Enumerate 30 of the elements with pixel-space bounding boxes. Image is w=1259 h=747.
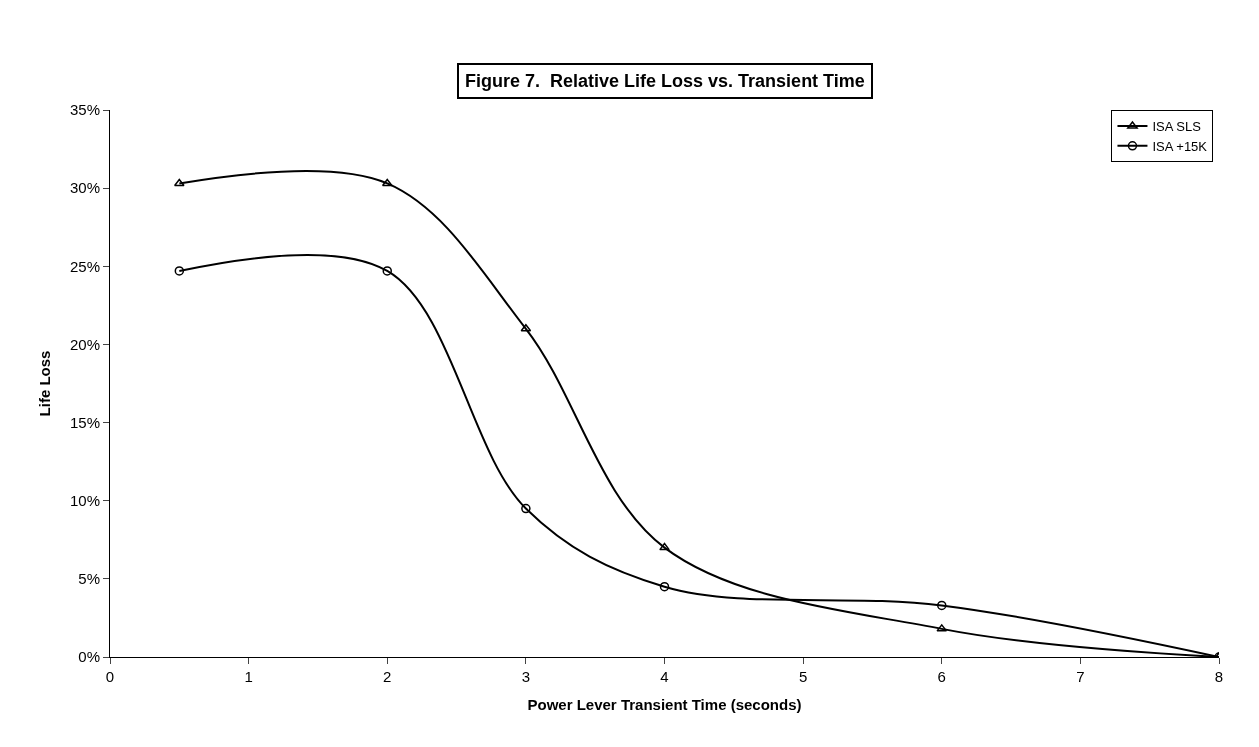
x-tick-label: 2 [383,668,392,685]
point [174,266,185,276]
x-tick-label: 6 [937,668,946,685]
x-tick-label: 1 [244,668,253,685]
y-tick-label: 10% [69,491,100,509]
y-tick-label: 30% [69,179,100,197]
legend-label: ISA +15K [1152,138,1208,154]
y-tick-label: 0% [78,648,100,666]
point [659,581,670,592]
x-tick-label: 7 [1076,668,1085,685]
x-tick-label: 5 [798,668,808,685]
y-tick-label: 5% [78,570,100,588]
y-tick-label: 35% [69,101,100,119]
point [937,600,947,611]
y-tick-label: 20% [69,335,100,353]
x-tick-label: 0 [105,668,115,685]
point [382,266,392,276]
y-axis-title: Life Loss [36,350,54,417]
point [173,178,185,187]
x-tick-label: 8 [1214,668,1224,685]
y-tick-label: 25% [69,257,100,275]
point [381,178,393,187]
y-tick-label: 15% [69,413,100,431]
x-tick-label: 4 [660,668,669,685]
point [521,503,531,514]
x-axis-title: Power Lever Transient Time (seconds) [527,696,802,713]
legend-label: ISA SLS [1152,119,1202,135]
point [659,542,670,551]
chart-title: Figure 7. Relative Life Loss vs. Transient Time [465,71,865,91]
x-tick-label: 3 [521,668,531,685]
